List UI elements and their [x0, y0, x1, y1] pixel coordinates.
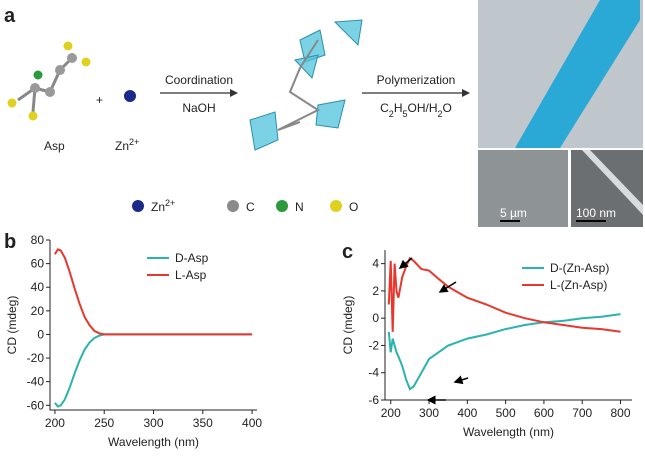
legend-label: O: [349, 200, 358, 214]
panel-label: c: [342, 241, 353, 263]
asp-molecule: [8, 42, 91, 121]
y-tick-label: 40: [31, 280, 45, 294]
x-tick-label: 700: [572, 406, 592, 420]
legend-label-sup: 2+: [165, 198, 175, 208]
step-label: Polymerization: [377, 73, 456, 87]
scale-bar-label: 5 µm: [500, 206, 527, 220]
y-tick-label: -6: [368, 393, 379, 407]
legend-label: Zn2+: [151, 198, 175, 214]
x-tick-label: 200: [381, 406, 401, 420]
legend-label: L-(Zn-Asp): [550, 278, 607, 292]
zn-ion: [124, 90, 136, 102]
image-tem: [478, 0, 643, 227]
annotation-arrow: [455, 378, 468, 382]
legend-symbol: [330, 200, 342, 212]
x-tick-label: 250: [94, 416, 114, 430]
x-tick-label: 200: [45, 416, 65, 430]
step-label: C2H5OH/H2O: [380, 101, 452, 119]
figure: aAsp+Zn2+CoordinationNaOHPolymerizationC…: [0, 0, 645, 457]
y-tick-label: -2: [368, 338, 379, 352]
legend-symbol: [227, 200, 239, 212]
panel-label: a: [4, 5, 16, 27]
y-tick-label: 0: [372, 311, 379, 325]
legend-symbol: [276, 200, 288, 212]
x-tick-label: 300: [419, 406, 439, 420]
x-axis-label: Wavelength (nm): [463, 425, 554, 439]
arrow: [160, 89, 238, 97]
legend-label-base: C: [246, 200, 255, 214]
data-line: [55, 334, 252, 406]
legend-label-base: N: [295, 200, 304, 214]
step-label: NaOH: [182, 101, 215, 115]
y-tick-label: 60: [31, 257, 45, 271]
reactant-label: Zn2+: [115, 137, 139, 153]
y-tick-label: -20: [27, 351, 45, 365]
scale-bar-label: 100 nm: [576, 206, 616, 220]
x-tick-label: 400: [242, 416, 262, 430]
legend-symbol: [132, 200, 144, 212]
y-tick-label: -4: [368, 366, 379, 380]
y-axis-label: CD (mdeg): [5, 296, 19, 355]
x-tick-label: 600: [534, 406, 554, 420]
legend-label-base: O: [349, 200, 358, 214]
legend-label-base: Zn: [151, 200, 165, 214]
legend-label: L-Asp: [175, 268, 207, 282]
x-tick-label: 300: [143, 416, 163, 430]
y-tick-label: -40: [27, 375, 45, 389]
x-tick-label: 350: [193, 416, 213, 430]
reactant-label-base: Zn: [115, 139, 129, 153]
legend-label: D-(Zn-Asp): [550, 261, 609, 275]
reactant-label: Asp: [44, 139, 65, 153]
x-tick-label: 800: [610, 406, 630, 420]
panel-label: b: [4, 231, 16, 253]
y-tick-label: 80: [31, 233, 45, 247]
axis: [50, 240, 257, 410]
data-line: [389, 314, 621, 389]
y-tick-label: -60: [27, 398, 45, 412]
reactant-label-sup: 2+: [129, 137, 139, 147]
y-axis-label: CD (mdeg): [341, 296, 355, 355]
legend-label: N: [295, 200, 304, 214]
legend-label: C: [246, 200, 255, 214]
arrow: [362, 89, 470, 97]
step-label: Coordination: [165, 73, 233, 87]
plus: +: [96, 93, 103, 107]
y-tick-label: 0: [37, 327, 44, 341]
data-line: [55, 249, 252, 334]
y-tick-label: 4: [372, 257, 379, 271]
legend-label: D-Asp: [175, 251, 209, 265]
coordination-complex: [250, 20, 362, 150]
y-tick-label: 20: [31, 304, 45, 318]
x-tick-label: 500: [496, 406, 516, 420]
x-axis-label: Wavelength (nm): [108, 435, 199, 449]
y-tick-label: 2: [372, 284, 379, 298]
x-tick-label: 400: [457, 406, 477, 420]
